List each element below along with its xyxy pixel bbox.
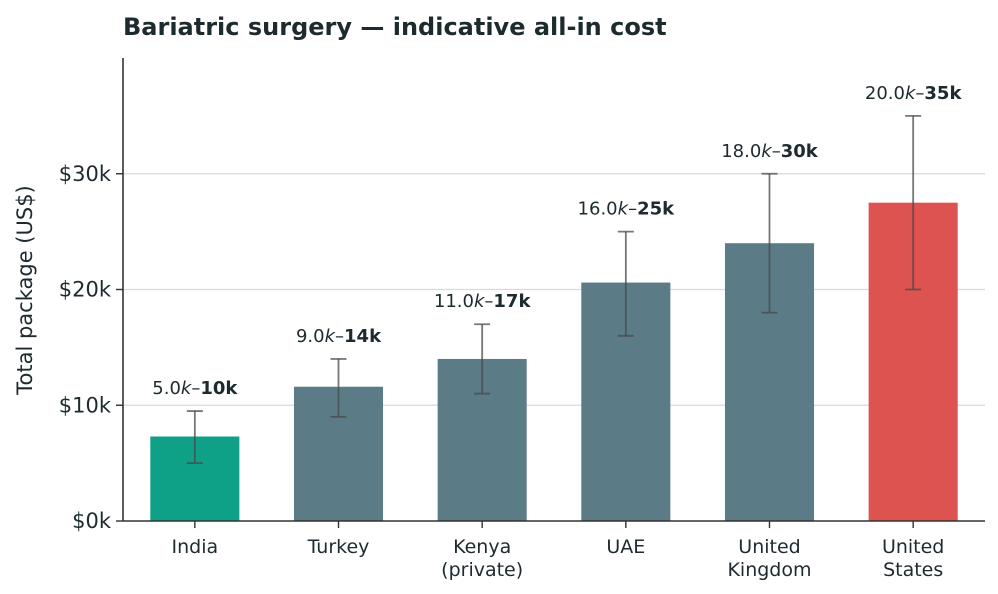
axes: $0k $10k $20k $30k India Turkey Kenya (private)… — [59, 58, 985, 581]
error-bar — [905, 114, 922, 291]
error-bar — [330, 358, 347, 418]
range-label: 11.0k–17k — [434, 291, 532, 312]
error-bar — [474, 323, 491, 395]
y-axis-label: Total package (US$) — [13, 185, 37, 396]
chart-title: Bariatric surgery — indicative all-in co… — [123, 13, 667, 41]
range-label: 16.0k–25k — [578, 199, 676, 220]
x-tick-label: United Kingdom — [727, 536, 811, 581]
x-tick-label: UAE — [606, 536, 645, 558]
error-bar — [617, 230, 634, 337]
x-tick-label: Turkey — [307, 536, 370, 558]
x-tick-label: India — [172, 536, 219, 558]
range-label: 5.0k–10k — [152, 378, 238, 399]
gridlines — [123, 173, 985, 406]
y-tick-label: $10k — [59, 393, 112, 417]
y-tick-label: $0k — [72, 509, 112, 533]
data-labels: 5.0k–10k 9.0k–14k 11.0k–17k 16.0k–25k 18.0k–… — [152, 83, 962, 399]
x-tick-label: Kenya (private) — [441, 536, 523, 581]
error-bars — [186, 114, 922, 465]
range-label: 9.0k–14k — [296, 326, 382, 347]
range-label: 18.0k–30k — [721, 141, 819, 162]
bars — [150, 202, 958, 521]
y-tick-label: $20k — [59, 278, 112, 302]
error-bar — [186, 410, 203, 465]
error-bar — [761, 172, 778, 314]
x-tick-label: United States — [882, 536, 944, 581]
range-label: 20.0k–35k — [865, 83, 963, 104]
y-tick-label: $30k — [59, 162, 112, 186]
